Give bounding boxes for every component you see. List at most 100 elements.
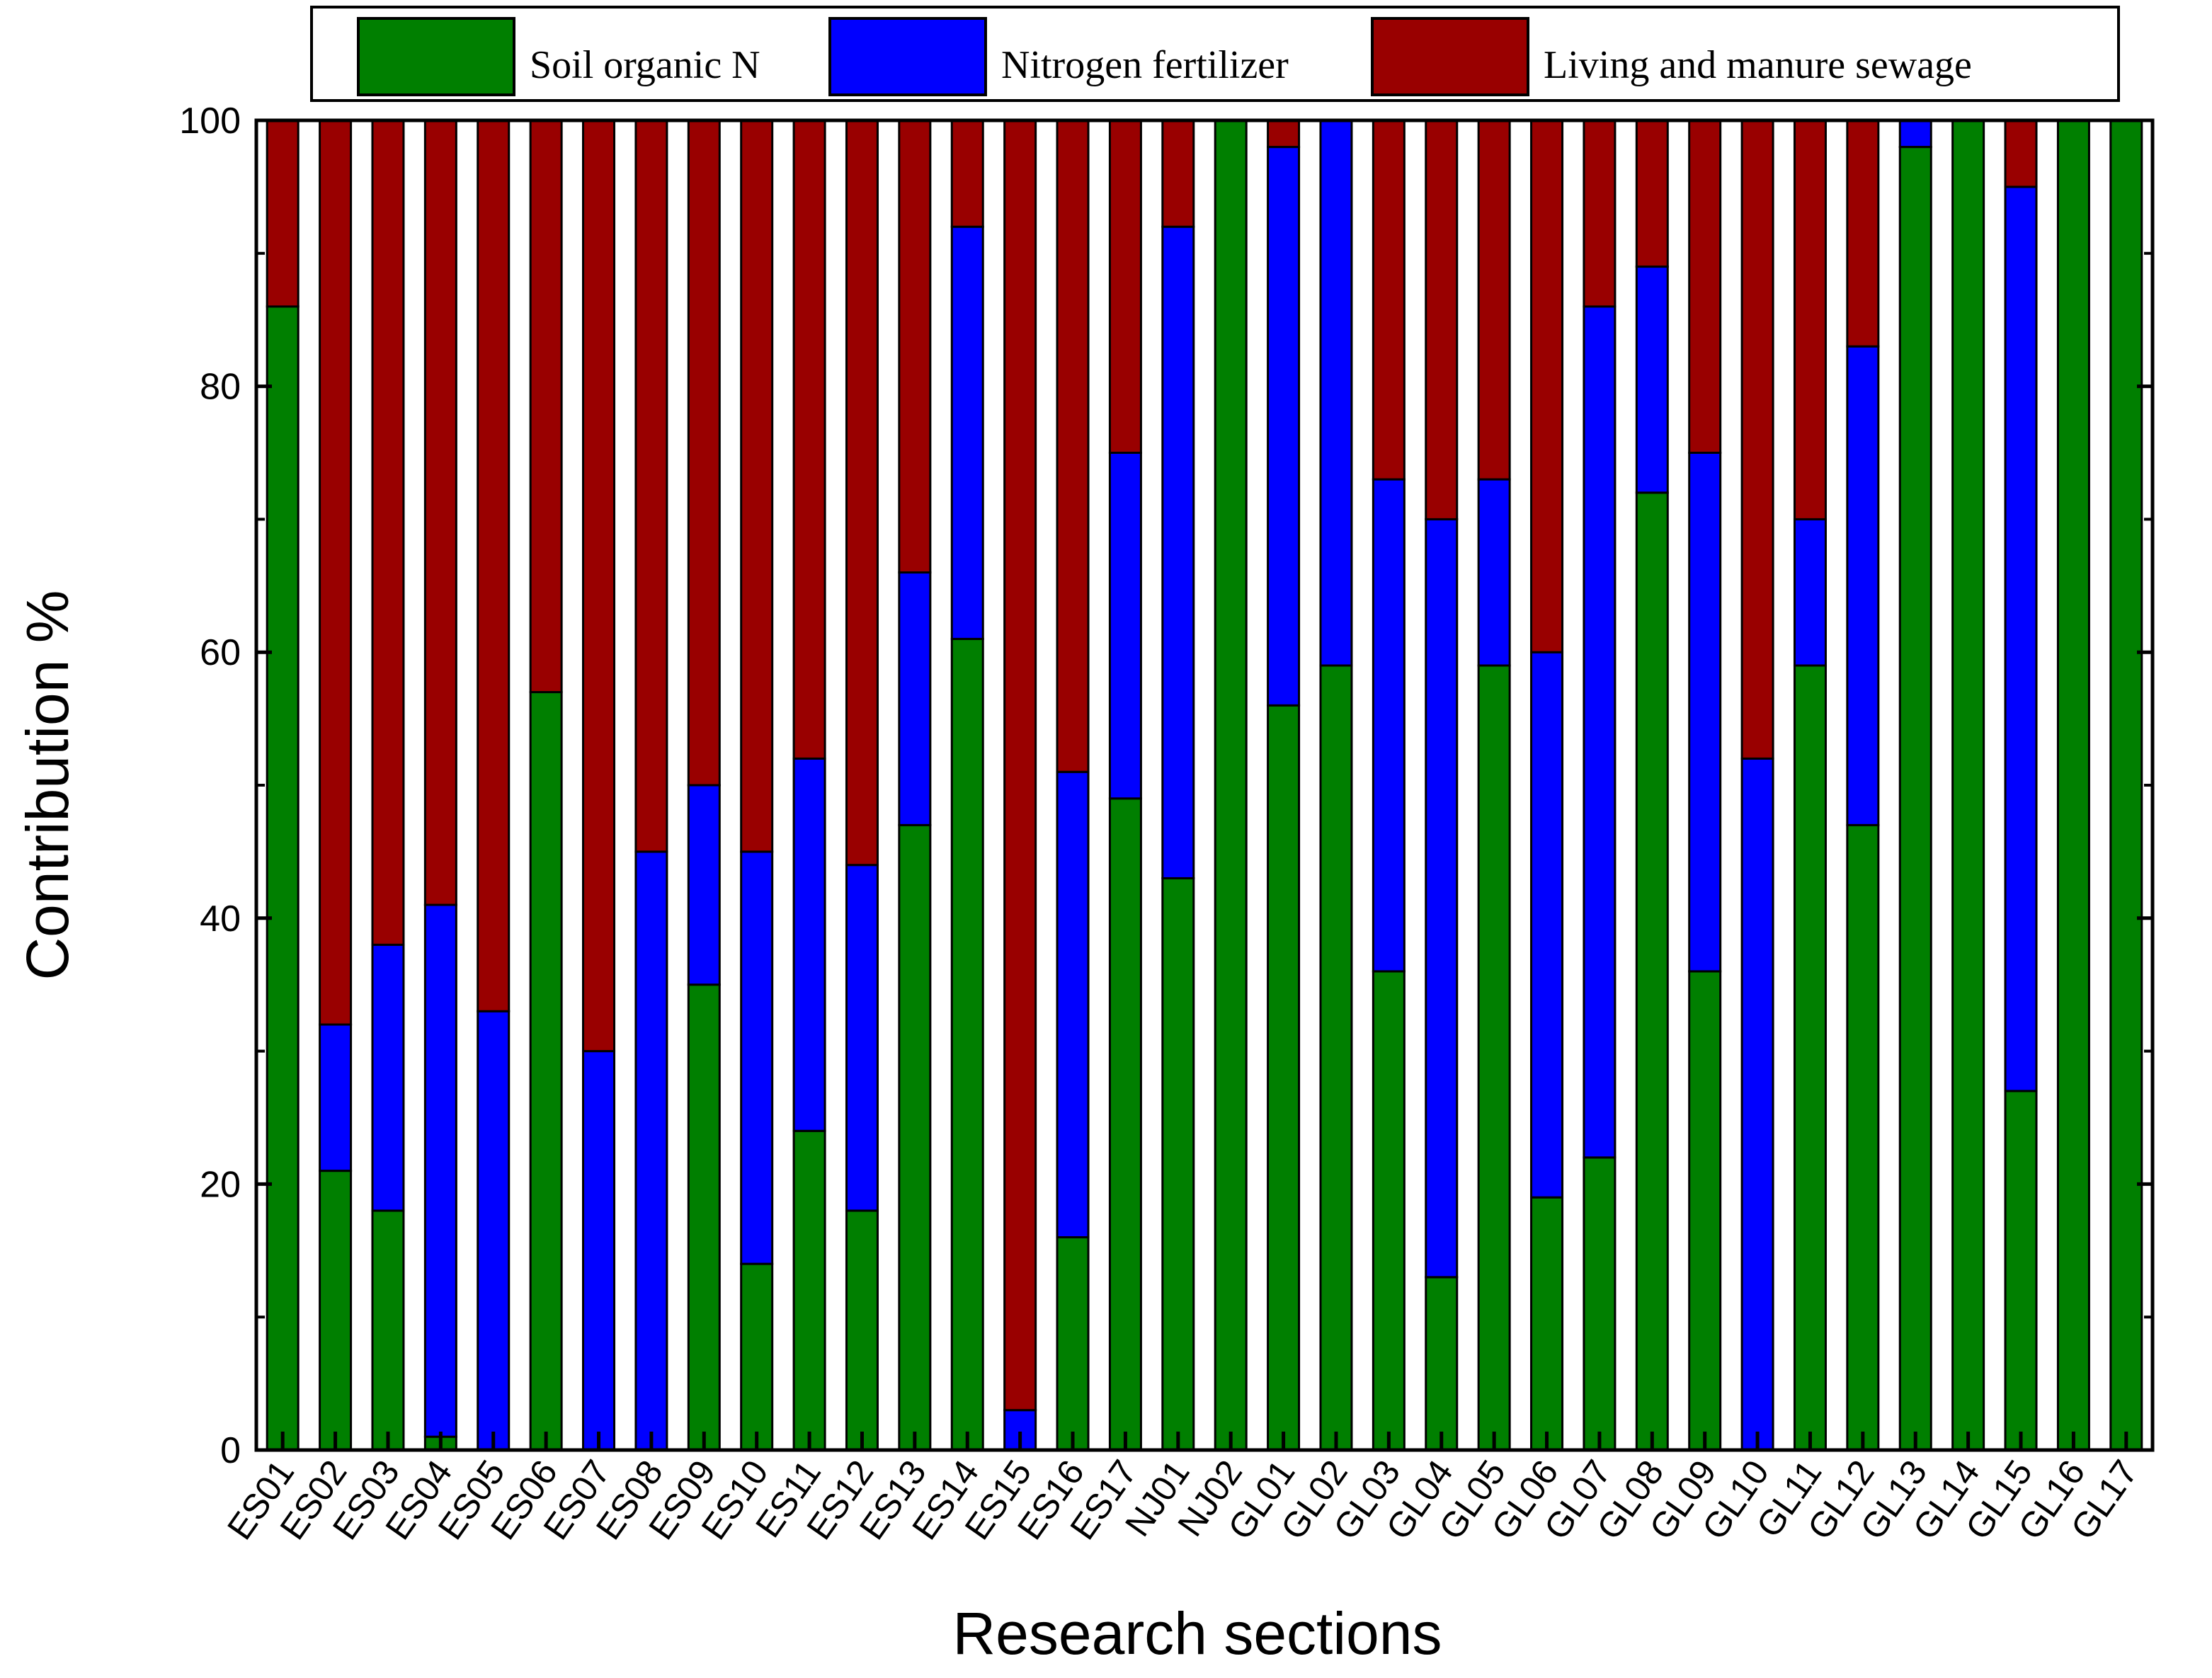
bar-segment-es06-series-3	[529, 119, 563, 694]
bar-segment-gl04-series-3	[1425, 119, 1459, 520]
bar-segment-es03-series-2	[371, 943, 405, 1212]
legend-swatch-series-2	[828, 17, 987, 96]
bar-segment-es07-series-3	[582, 119, 616, 1053]
y-tick-label: 80	[200, 367, 241, 408]
bar-segment-gl03-series-1	[1372, 970, 1406, 1451]
bar-segment-es10-series-2	[740, 850, 774, 1265]
bar-segment-gl03-series-3	[1372, 119, 1406, 481]
bar-segment-es04-series-2	[423, 903, 457, 1438]
legend-label-series-1: Soil organic N	[530, 43, 760, 87]
bar-segment-es17-series-1	[1108, 797, 1142, 1451]
bar-segment-gl12-series-3	[1846, 119, 1880, 348]
bar-segment-es16-series-1	[1056, 1236, 1090, 1451]
bar-segment-es01-series-1	[266, 305, 300, 1451]
bar-segment-es02-series-1	[319, 1170, 353, 1451]
bar-segment-gl01-series-2	[1267, 146, 1301, 707]
bar-segment-gl11-series-1	[1793, 664, 1827, 1451]
legend: Soil organic N Nitrogen fertilizer Living …	[310, 6, 2120, 102]
legend-swatch-series-3	[1371, 17, 1529, 96]
y-axis: 0 20 40 60 80 100	[179, 101, 2153, 1471]
y-axis-title: Contribution %	[14, 590, 81, 981]
bar-segment-es08-series-3	[634, 119, 668, 853]
bar-segment-es13-series-1	[898, 823, 932, 1451]
bar-segment-gl11-series-3	[1793, 119, 1827, 520]
y-tick-label: 20	[200, 1164, 241, 1205]
bar-segment-es16-series-3	[1056, 119, 1090, 773]
bar-segment-gl07-series-1	[1583, 1156, 1617, 1451]
bar-segment-es13-series-3	[898, 119, 932, 574]
bar-segment-es03-series-3	[371, 119, 405, 946]
bar-segment-es14-series-1	[950, 637, 984, 1451]
bar-segment-es13-series-2	[898, 571, 932, 826]
bar-segment-nj01-series-2	[1161, 225, 1195, 879]
bar-segment-es08-series-2	[634, 850, 668, 1451]
bar-segment-es03-series-1	[371, 1209, 405, 1451]
bar-segment-gl05-series-2	[1477, 478, 1511, 667]
legend-label-series-3: Living and manure sewage	[1544, 43, 1972, 87]
bar-segment-es05-series-3	[477, 119, 511, 1012]
bar-segment-gl03-series-2	[1372, 478, 1406, 973]
bar-segment-gl04-series-2	[1425, 518, 1459, 1279]
bar-segment-gl16-series-1	[2056, 119, 2090, 1451]
bar-segment-gl02-series-1	[1319, 664, 1353, 1451]
bar-segment-es07-series-2	[582, 1050, 616, 1451]
bar-segment-es09-series-1	[687, 983, 721, 1451]
bar-segment-gl07-series-3	[1583, 119, 1617, 308]
bar-segment-nj02-series-1	[1214, 119, 1248, 1451]
bar-segment-gl10-series-3	[1740, 119, 1774, 760]
bar-segment-gl12-series-1	[1846, 823, 1880, 1451]
bar-segment-es17-series-2	[1108, 452, 1142, 800]
bar-segment-es01-series-3	[266, 119, 300, 308]
bar-segment-es17-series-3	[1108, 119, 1142, 454]
bar-segment-gl09-series-2	[1688, 452, 1722, 973]
bar-segment-es12-series-2	[845, 864, 879, 1212]
bar-segment-gl02-series-2	[1319, 119, 1353, 667]
bar-segment-gl05-series-3	[1477, 119, 1511, 481]
bar-segment-es11-series-3	[792, 119, 826, 760]
y-tick-label: 60	[200, 632, 241, 673]
legend-box	[310, 6, 2120, 102]
bar-segment-es12-series-1	[845, 1209, 879, 1451]
bar-segment-gl14-series-1	[1951, 119, 1985, 1451]
bar-segment-es10-series-3	[740, 119, 774, 853]
bar-segment-gl15-series-2	[2004, 186, 2038, 1092]
bar-segment-gl08-series-1	[1635, 491, 1669, 1451]
bar-segment-gl17-series-1	[2109, 119, 2143, 1451]
bar-segment-gl11-series-2	[1793, 518, 1827, 667]
legend-label-series-2: Nitrogen fertilizer	[1001, 43, 1289, 87]
bar-segment-es14-series-3	[950, 119, 984, 228]
bar-segment-gl08-series-2	[1635, 266, 1669, 494]
y-tick-label: 40	[200, 898, 241, 940]
bar-segment-gl10-series-2	[1740, 757, 1774, 1451]
bar-segment-es02-series-2	[319, 1023, 353, 1172]
bar-segment-es12-series-3	[845, 119, 879, 867]
bar-stack-group	[266, 119, 2143, 1451]
bar-segment-gl06-series-3	[1530, 119, 1564, 653]
bar-segment-es09-series-2	[687, 784, 721, 986]
bar-segment-nj01-series-1	[1161, 877, 1195, 1451]
bar-segment-gl05-series-1	[1477, 664, 1511, 1451]
bar-segment-gl04-series-1	[1425, 1276, 1459, 1451]
bar-segment-es06-series-1	[529, 691, 563, 1451]
bar-segment-es09-series-3	[687, 119, 721, 787]
bar-segment-gl15-series-1	[2004, 1090, 2038, 1451]
bar-segment-gl09-series-1	[1688, 970, 1722, 1451]
bar-segment-gl01-series-3	[1267, 119, 1301, 149]
bar-segment-gl15-series-3	[2004, 119, 2038, 188]
bar-segment-gl06-series-1	[1530, 1196, 1564, 1451]
bar-segment-gl07-series-2	[1583, 305, 1617, 1159]
y-tick-label: 0	[220, 1430, 241, 1471]
bar-segment-es04-series-3	[423, 119, 457, 906]
bar-segment-gl08-series-3	[1635, 119, 1669, 268]
bar-segment-es14-series-2	[950, 225, 984, 640]
bar-segment-es02-series-3	[319, 119, 353, 1026]
bar-segment-gl13-series-2	[1898, 119, 1932, 149]
bar-segment-nj01-series-3	[1161, 119, 1195, 228]
bar-segment-gl12-series-2	[1846, 345, 1880, 826]
bar-segment-gl09-series-3	[1688, 119, 1722, 454]
bar-segment-gl06-series-2	[1530, 651, 1564, 1199]
bar-segment-es16-series-2	[1056, 770, 1090, 1239]
bar-segment-es15-series-3	[1003, 119, 1037, 1412]
y-tick-label: 100	[179, 101, 241, 142]
